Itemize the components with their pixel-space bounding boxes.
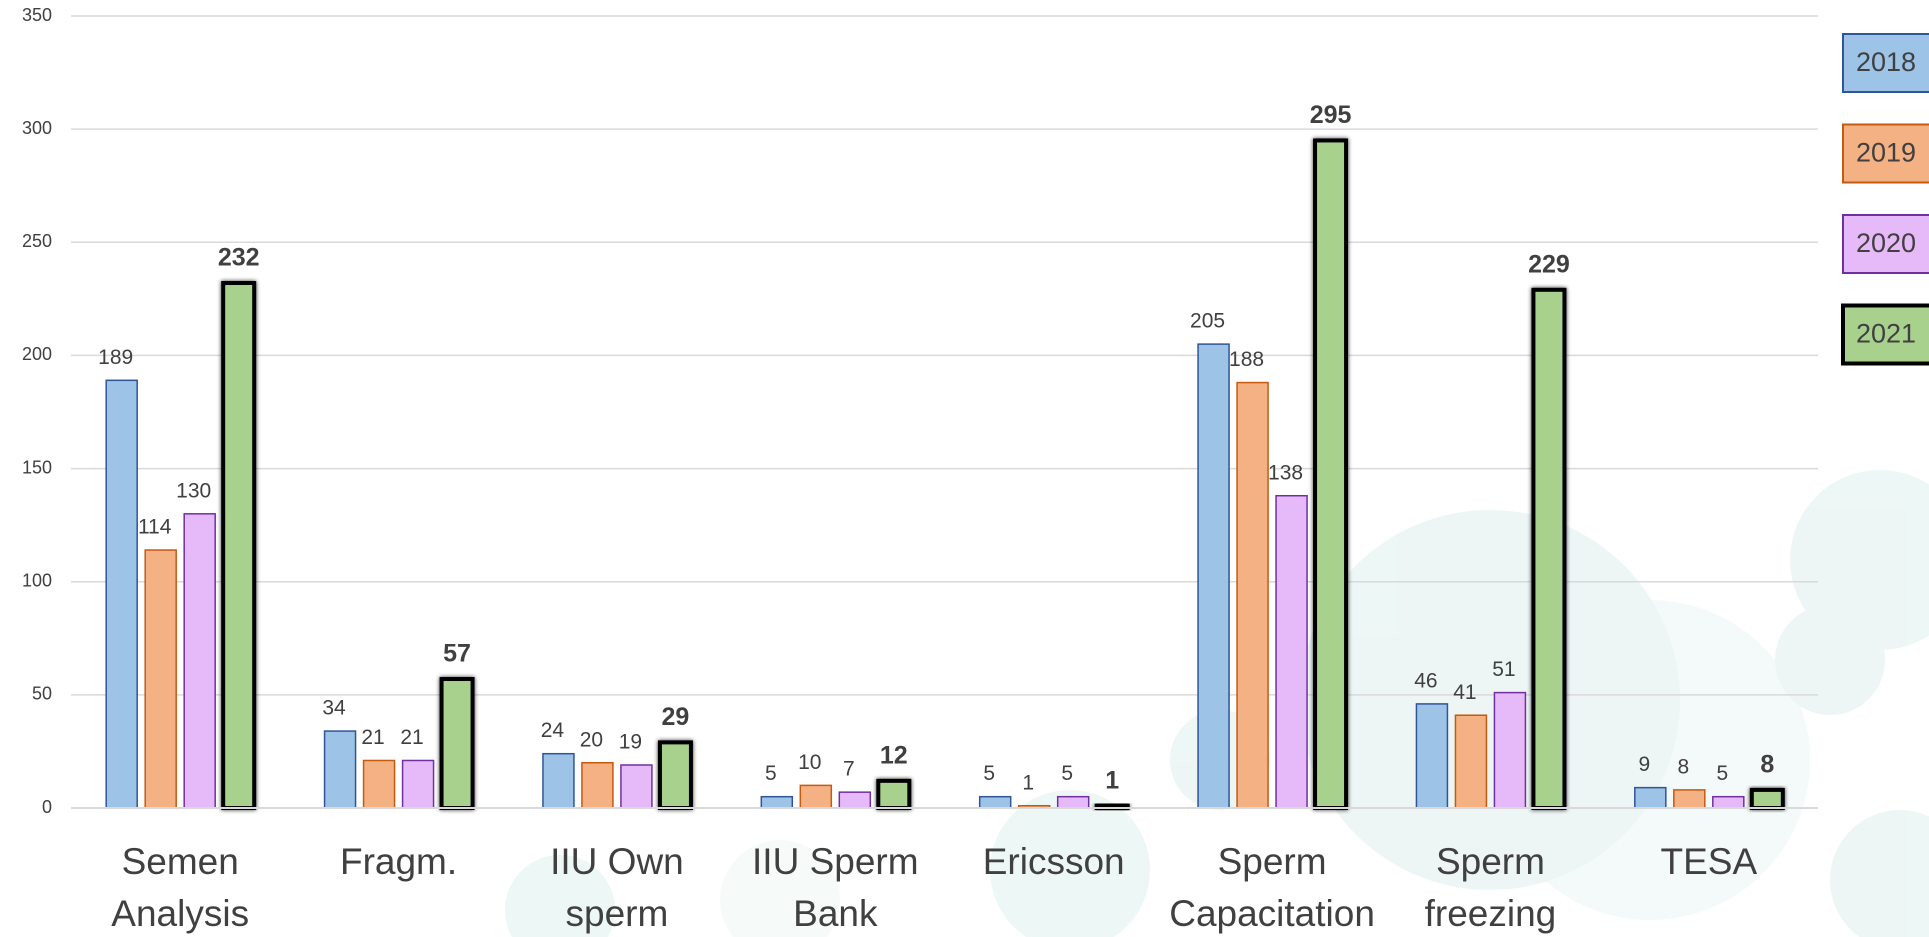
bar [620, 764, 653, 809]
y-tick-label: 350 [22, 5, 52, 25]
bar [1673, 789, 1706, 809]
bar [401, 759, 435, 809]
value-label: 295 [1310, 101, 1352, 129]
x-tick-label: Semen [122, 841, 239, 882]
y-tick-label: 150 [22, 457, 52, 477]
legend-box [1842, 33, 1929, 93]
bar [1236, 381, 1269, 809]
value-label: 5 [1061, 762, 1073, 785]
bar [581, 761, 614, 809]
x-tick-label: Analysis [111, 893, 249, 934]
bar [144, 549, 177, 809]
bar [1197, 343, 1230, 809]
x-tick-label: TESA [1660, 841, 1757, 882]
bar [1056, 795, 1090, 809]
value-label: 1 [1105, 766, 1119, 794]
x-tick-label: Sperm [1436, 841, 1545, 882]
legend-label: 2018 [1856, 47, 1916, 77]
bar [760, 795, 794, 809]
bar [1634, 786, 1667, 809]
legend-label: 2020 [1856, 228, 1916, 258]
bar [362, 759, 396, 809]
x-tick-label: Fragm. [340, 841, 457, 882]
value-label: 41 [1453, 681, 1476, 704]
y-tick-label: 0 [42, 797, 52, 817]
value-label: 5 [1716, 762, 1728, 785]
bar [1749, 787, 1785, 811]
x-tick-label: sperm [566, 893, 669, 934]
bar [323, 730, 357, 809]
value-label: 24 [541, 719, 565, 742]
bar [105, 379, 138, 809]
bar [439, 677, 475, 811]
value-label: 34 [322, 697, 346, 720]
value-label: 130 [176, 479, 211, 502]
bar [876, 778, 912, 810]
legend-box [1842, 123, 1929, 184]
bar [1415, 703, 1449, 809]
bar [183, 513, 216, 809]
bar [542, 752, 575, 809]
y-tick-label: 100 [22, 570, 52, 590]
legend-box [1841, 303, 1929, 366]
legend-label: 2021 [1856, 319, 1916, 349]
bar [1493, 691, 1527, 809]
x-tick-label: Ericsson [983, 841, 1125, 882]
bar [221, 281, 257, 810]
value-label: 10 [798, 751, 821, 774]
value-label: 8 [1677, 755, 1689, 778]
x-tick-label: Bank [793, 893, 878, 934]
value-label: 114 [138, 516, 172, 539]
x-tick-label: Capacitation [1169, 893, 1375, 934]
bar [1313, 138, 1349, 810]
x-tick-label: freezing [1425, 893, 1557, 934]
value-label: 138 [1268, 461, 1303, 484]
value-label: 51 [1492, 658, 1515, 681]
bar [1712, 795, 1745, 809]
value-label: 46 [1414, 669, 1437, 692]
value-label: 9 [1638, 753, 1650, 776]
legend-box [1842, 214, 1929, 274]
bar [838, 791, 872, 809]
x-tick-label: Sperm [1218, 841, 1327, 882]
value-label: 7 [843, 758, 855, 781]
value-label: 29 [662, 703, 690, 731]
x-tick-label: IIU Own [550, 841, 684, 882]
y-tick-label: 200 [22, 344, 52, 364]
y-tick-label: 300 [22, 118, 52, 138]
bar [1454, 714, 1488, 809]
value-label: 57 [443, 640, 471, 668]
bar [657, 740, 693, 810]
value-label: 20 [580, 728, 603, 751]
bar [799, 784, 833, 809]
bar [1531, 287, 1567, 810]
bar [978, 795, 1012, 809]
y-tick-label: 250 [22, 231, 52, 251]
value-label: 1 [1022, 771, 1034, 794]
value-label: 232 [218, 244, 260, 272]
value-label: 189 [98, 346, 133, 369]
value-label: 5 [983, 762, 995, 785]
value-label: 19 [619, 731, 642, 754]
legend-label: 2019 [1856, 138, 1916, 168]
y-tick-label: 50 [32, 684, 52, 704]
value-label: 21 [361, 726, 384, 749]
value-label: 5 [765, 762, 777, 785]
x-tick-label: IIU Sperm [752, 841, 919, 882]
value-label: 8 [1760, 751, 1774, 779]
value-label: 188 [1229, 348, 1264, 371]
value-label: 229 [1528, 250, 1570, 278]
value-label: 21 [400, 726, 423, 749]
value-label: 205 [1190, 310, 1225, 333]
value-label: 12 [880, 741, 908, 769]
bar [1275, 494, 1308, 809]
